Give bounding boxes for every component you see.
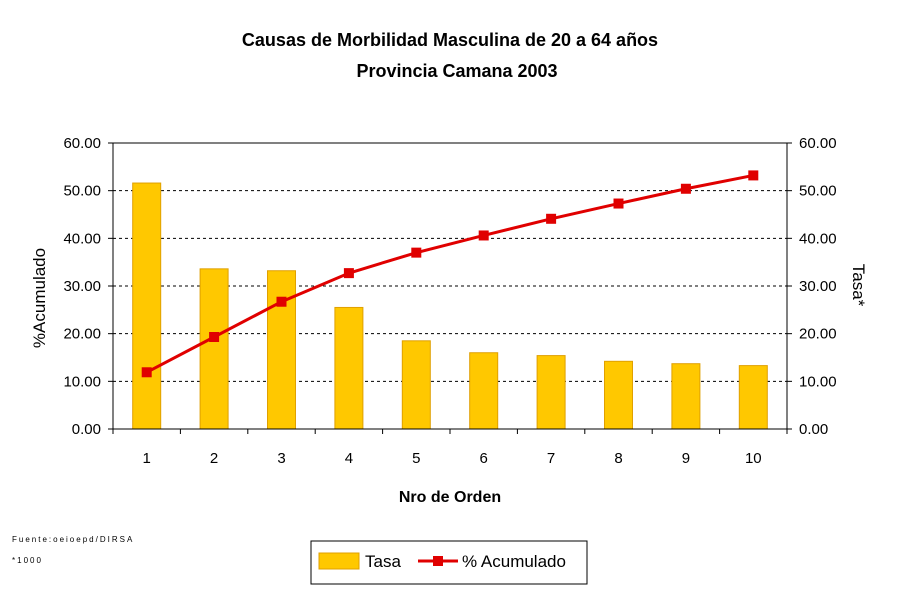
x-axis-title: Nro de Orden: [399, 489, 501, 506]
source-note: Fuente:oeioepd/DIRSA: [12, 535, 134, 544]
x-tick-labels: 1 2 3 4 5 6 7 8 9 10: [143, 450, 762, 467]
line-point: [546, 213, 557, 224]
right-tick-labels: 0.00 10.00 20.00 30.00 40.00 50.00 60.00: [799, 135, 837, 438]
series-line: [146, 173, 754, 374]
x-tick-label: 8: [614, 450, 622, 467]
y-right-tick-label: 0.00: [799, 421, 828, 438]
x-tick-label: 2: [210, 450, 218, 467]
bar: [401, 340, 431, 430]
y-axis-right-title: Tasa*: [849, 264, 868, 307]
axes: [108, 142, 792, 434]
legend-swatch-marker: [433, 556, 443, 566]
chart-title: Causas de Morbilidad Masculina de 20 a 6…: [242, 30, 658, 50]
left-tick-labels: 0.00 10.00 20.00 30.00 40.00 50.00 60.00: [63, 135, 101, 438]
line-point: [209, 332, 220, 343]
bar-series: [132, 182, 768, 430]
chart-subtitle: Provincia Camana 2003: [356, 61, 557, 81]
bar: [334, 306, 364, 430]
bar: [132, 182, 162, 430]
line-point: [478, 230, 489, 241]
y-left-tick-label: 20.00: [63, 326, 101, 343]
y-right-tick-label: 20.00: [799, 326, 837, 343]
y-right-tick-label: 10.00: [799, 373, 837, 390]
bar: [199, 268, 229, 430]
bar: [469, 352, 499, 430]
bar: [604, 360, 633, 430]
line-point: [613, 198, 624, 209]
x-tick-label: 3: [277, 450, 285, 467]
x-tick-label: 1: [143, 450, 151, 467]
y-right-tick-label: 30.00: [799, 278, 837, 295]
bar: [671, 363, 701, 430]
y-left-tick-label: 10.00: [63, 373, 101, 390]
bar: [267, 270, 296, 430]
y-right-tick-label: 60.00: [799, 135, 837, 152]
legend-label-tasa: Tasa: [365, 552, 401, 571]
gridlines: [113, 190, 787, 382]
line-point: [141, 367, 152, 378]
footnote: *1000: [12, 556, 43, 565]
y-left-tick-label: 50.00: [63, 183, 101, 200]
y-right-tick-label: 50.00: [799, 183, 837, 200]
x-tick-label: 10: [745, 450, 762, 467]
legend-swatch-tasa: [318, 552, 360, 570]
line-point: [276, 296, 287, 307]
y-left-tick-label: 30.00: [63, 278, 101, 295]
x-tick-label: 5: [412, 450, 420, 467]
line-point: [680, 183, 691, 194]
bar: [536, 355, 566, 430]
legend-label-acumulado: % Acumulado: [462, 552, 566, 571]
y-left-tick-label: 40.00: [63, 230, 101, 247]
x-tick-label: 7: [547, 450, 555, 467]
x-tick-label: 9: [682, 450, 690, 467]
line-series: [141, 170, 759, 378]
x-tick-label: 6: [480, 450, 488, 467]
bar: [738, 365, 768, 430]
legend: Tasa % Acumulado: [310, 540, 588, 585]
x-tick-label: 4: [345, 450, 353, 467]
y-left-tick-label: 0.00: [72, 421, 101, 438]
y-right-tick-label: 40.00: [799, 230, 837, 247]
line-point: [748, 170, 759, 181]
line-point: [343, 268, 354, 279]
y-axis-left-title: %Acumulado: [30, 248, 49, 348]
line-point: [411, 247, 422, 258]
y-left-tick-label: 60.00: [63, 135, 101, 152]
